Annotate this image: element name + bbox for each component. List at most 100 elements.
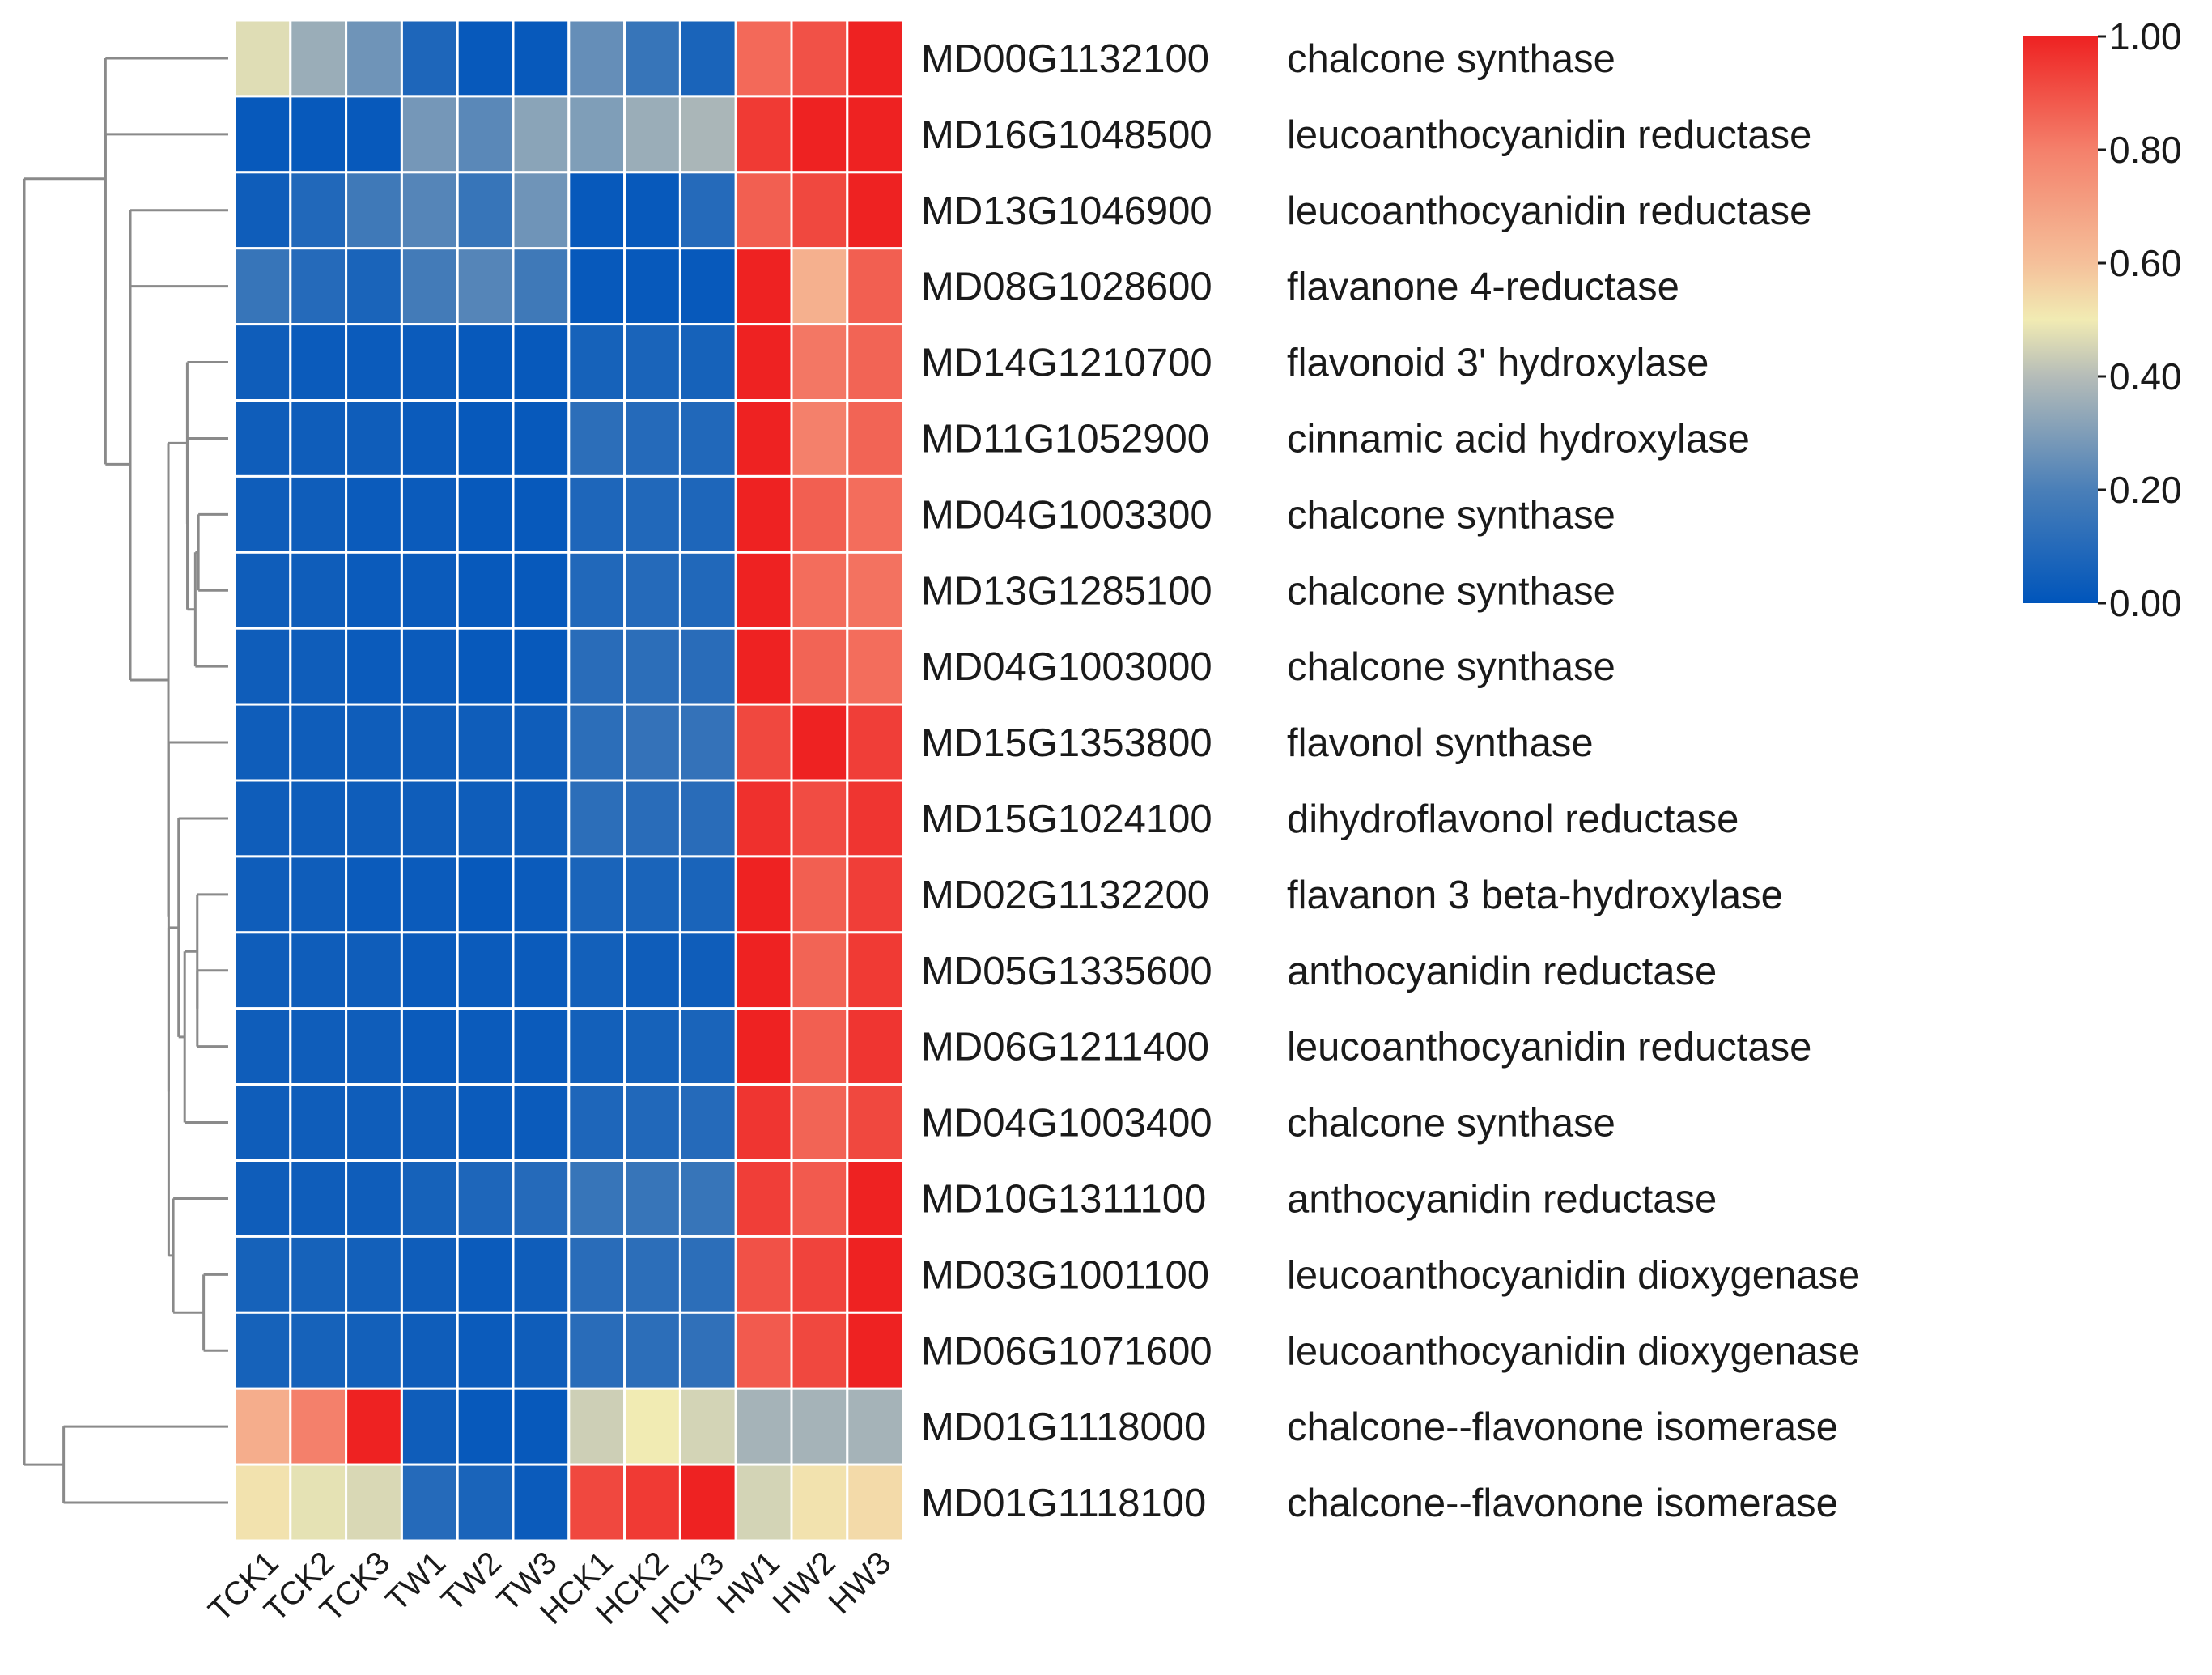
heatmap-cell [567, 1235, 626, 1314]
heatmap-cell [846, 95, 905, 174]
heatmap-cell [734, 1083, 793, 1162]
heatmap-cell [512, 95, 571, 174]
heatmap-cell [846, 1007, 905, 1086]
heatmap-cell [567, 323, 626, 402]
color-scale-legend: 0.00 0.20 0.40 0.60 0.80 1.00 [2023, 15, 2182, 624]
heatmap-cell [345, 1463, 403, 1542]
heatmap-cell [678, 703, 737, 782]
row-annotation: chalcone--flavonone isomerase [1287, 1482, 1838, 1525]
heatmap-cell [846, 779, 905, 858]
heatmap-cell [345, 1007, 403, 1086]
heatmap-cell [512, 323, 571, 402]
row-gene-id: MD06G1071600 [921, 1329, 1212, 1373]
heatmap-cell [790, 551, 849, 630]
heatmap-cell [345, 931, 403, 1010]
heatmap-cell [512, 931, 571, 1010]
heatmap-cell [289, 19, 348, 98]
heatmap-cell [734, 19, 793, 98]
heatmap-cell [790, 855, 849, 934]
heatmap-cell [678, 1387, 737, 1466]
heatmap-cell [400, 931, 459, 1010]
row-gene-id: MD01G1118100 [921, 1482, 1206, 1525]
row-gene-id: MD13G1046900 [921, 189, 1212, 233]
heatmap-cell [846, 1463, 905, 1542]
heatmap-cell [678, 399, 737, 478]
heatmap-cell [734, 399, 793, 478]
heatmap-cell [846, 1235, 905, 1314]
heatmap-cell [512, 703, 571, 782]
row-annotation: anthocyanidin reductase [1287, 950, 1717, 993]
heatmap-cell [846, 931, 905, 1010]
heatmap-cell [289, 1083, 348, 1162]
column-label: TW2 [435, 1545, 508, 1618]
heatmap-cell [790, 931, 849, 1010]
heatmap-cell [289, 1235, 348, 1314]
heatmap-cell [456, 1463, 515, 1542]
heatmap-cell [567, 247, 626, 326]
heatmap-cell [456, 247, 515, 326]
heatmap-cell [233, 474, 292, 554]
heatmap-cell [734, 627, 793, 706]
colorbar-tick-label: 0.60 [2109, 242, 2182, 284]
heatmap-cell [846, 703, 905, 782]
row-annotation: anthocyanidin reductase [1287, 1177, 1717, 1221]
heatmap-cell [233, 1311, 292, 1390]
heatmap-cell [345, 1235, 403, 1314]
row-annotation: cinnamic acid hydroxylase [1287, 417, 1750, 461]
row-annotation: leucoanthocyanidin reductase [1287, 189, 1811, 233]
heatmap-cell [345, 1083, 403, 1162]
heatmap-cell [567, 1083, 626, 1162]
heatmap-cell [790, 19, 849, 98]
heatmap-cell [233, 1159, 292, 1238]
heatmap-cell [456, 171, 515, 250]
heatmap-cell [623, 627, 681, 706]
heatmap-cell [456, 323, 515, 402]
heatmap-cell [345, 95, 403, 174]
heatmap-cell [734, 323, 793, 402]
heatmap-cell [456, 1083, 515, 1162]
colorbar-tick-label: 0.20 [2109, 469, 2182, 511]
row-gene-id: MD00G1132100 [921, 37, 1209, 81]
heatmap-cell [456, 1387, 515, 1466]
heatmap-cell [623, 171, 681, 250]
heatmap-cell [289, 627, 348, 706]
heatmap-cell [456, 1159, 515, 1238]
row-annotation: chalcone synthase [1287, 1102, 1615, 1146]
heatmap-cell [790, 779, 849, 858]
heatmap-cell [289, 1463, 348, 1542]
row-gene-id: MD16G1048500 [921, 113, 1212, 157]
heatmap-cell [846, 855, 905, 934]
heatmap-cell [400, 247, 459, 326]
heatmap-cell [734, 931, 793, 1010]
heatmap-cell [512, 399, 571, 478]
row-gene-id: MD08G1028600 [921, 266, 1212, 309]
heatmap-cell [790, 474, 849, 554]
heatmap-cell [289, 247, 348, 326]
heatmap-cell [456, 399, 515, 478]
heatmap-cell [289, 323, 348, 402]
heatmap-cell [623, 247, 681, 326]
heatmap-cell [400, 1311, 459, 1390]
heatmap-cell [289, 779, 348, 858]
heatmap-cell [345, 1159, 403, 1238]
heatmap-cell [678, 1463, 737, 1542]
heatmap-cell [678, 1159, 737, 1238]
colorbar-tick-label: 1.00 [2109, 15, 2182, 57]
heatmap-cell [289, 1311, 348, 1390]
heatmap-cell [567, 1463, 626, 1542]
heatmap-cell [512, 171, 571, 250]
heatmap-cell [289, 1159, 348, 1238]
heatmap-cell [846, 1387, 905, 1466]
heatmap-cell [456, 1007, 515, 1086]
heatmap-cell [233, 627, 292, 706]
column-label: HW1 [711, 1545, 787, 1621]
heatmap-cell [678, 247, 737, 326]
heatmap-cell [400, 399, 459, 478]
heatmap-cell [456, 474, 515, 554]
heatmap-cell [400, 95, 459, 174]
heatmap-cell [790, 1463, 849, 1542]
heatmap-cell [233, 703, 292, 782]
heatmap-cell [567, 399, 626, 478]
heatmap-cell [512, 779, 571, 858]
heatmap-cell [400, 551, 459, 630]
